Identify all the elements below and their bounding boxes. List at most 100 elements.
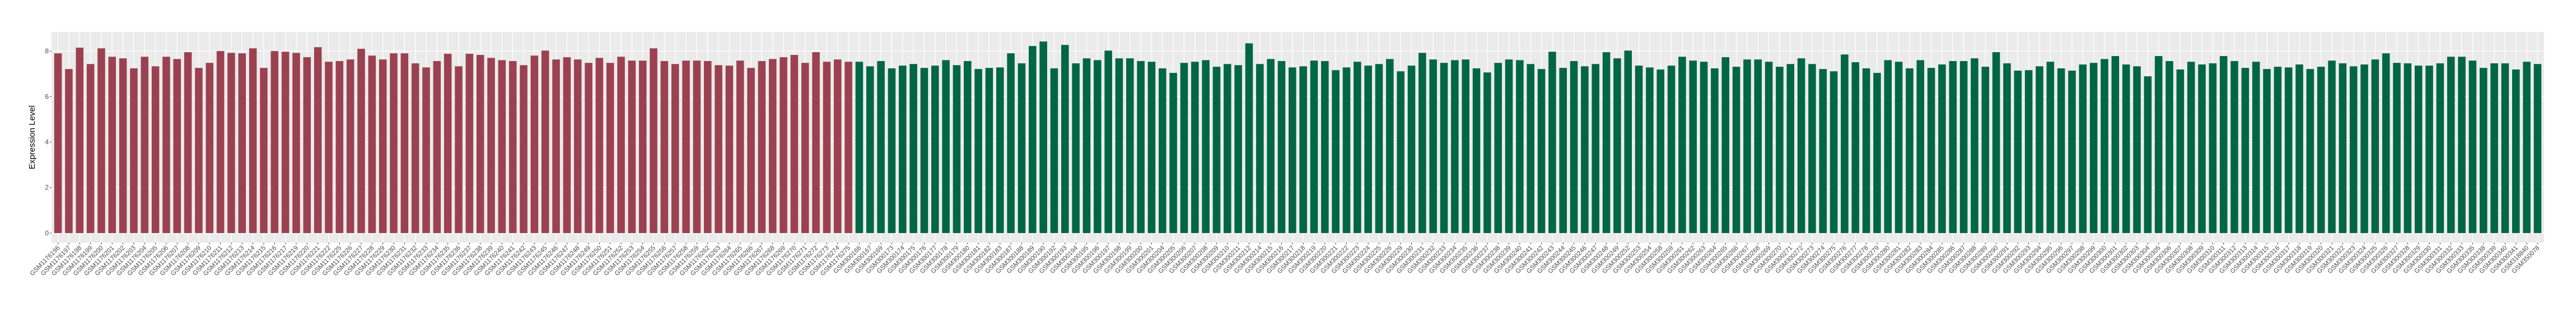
bar-GSM318840 [2523, 62, 2531, 233]
bar-GSM300198 [1115, 58, 1123, 233]
bar-GSM1176210 [206, 63, 214, 233]
bar-GSM300313 [2241, 68, 2250, 233]
bar-GSM300300 [2101, 59, 2108, 233]
bar-GSM1176233 [422, 67, 430, 233]
bar-GSM300327 [2393, 63, 2401, 233]
bar-GSM300226 [1386, 59, 1394, 233]
bar-GSM1176274 [833, 59, 842, 233]
bar-GSM1176220 [303, 57, 311, 233]
bar-GSM300290 [1992, 52, 2000, 233]
bar-GSM300341 [2512, 69, 2520, 233]
bar-GSM300248 [1602, 52, 1611, 233]
bar-GSM300267 [1743, 59, 1751, 233]
bar-GSM1176221 [314, 47, 322, 233]
bar-GSM1176268 [768, 59, 777, 233]
bar-GSM300204 [1159, 68, 1166, 233]
y-tick-label: 4 [45, 138, 49, 146]
bar-GSM300239 [1505, 59, 1513, 233]
bar-GSM1176257 [671, 64, 679, 233]
bar-GSM1176215 [260, 68, 268, 233]
bar-GSM300305 [2154, 56, 2163, 233]
bar-GSM300291 [2003, 63, 2011, 233]
bar-GSM350078 [2533, 64, 2542, 233]
bar-GSM300258 [1656, 69, 1665, 233]
bar-GSM300187 [1007, 53, 1015, 233]
bar-GSM300317 [2284, 67, 2293, 233]
y-tick-label: 6 [45, 92, 49, 100]
bar-GSM300235 [1462, 59, 1469, 233]
bar-GSM300225 [1375, 64, 1383, 233]
bar-GSM1176241 [508, 61, 517, 233]
bar-GSM300286 [1949, 61, 1957, 233]
bar-GSM1176275 [844, 62, 852, 233]
bar-GSM1176239 [487, 58, 495, 233]
bar-GSM300230 [1407, 66, 1416, 233]
bar-GSM300340 [2501, 63, 2509, 233]
bar-GSM300301 [2111, 56, 2120, 233]
bar-GSM300278 [1862, 68, 1870, 233]
bar-GSM300321 [2328, 61, 2336, 233]
bar-GSM300183 [996, 67, 1004, 233]
bar-GSM300279 [1873, 73, 1881, 233]
bar-GSM1176205 [151, 66, 160, 233]
bar-GSM1176212 [227, 53, 235, 233]
bar-GSM300289 [1981, 67, 1990, 233]
bar-GSM1176263 [715, 65, 722, 233]
bar-GSM300266 [1732, 67, 1740, 233]
bar-GSM300249 [1613, 58, 1621, 233]
bar-GSM300294 [2036, 66, 2043, 233]
bar-GSM1176262 [703, 61, 712, 233]
bar-GSM300200 [1137, 61, 1145, 233]
bar-GSM300296 [2057, 68, 2065, 233]
bar-GSM300332 [2447, 57, 2455, 233]
bar-GSM300274 [1819, 69, 1827, 233]
bar-GSM300263 [1700, 62, 1708, 233]
bar-GSM1176228 [368, 55, 376, 233]
bar-GSM300275 [1830, 71, 1838, 233]
bar-GSM1176234 [433, 61, 441, 233]
bar-GSM300179 [953, 65, 961, 233]
bars [54, 41, 2542, 233]
bar-GSM300246 [1581, 66, 1589, 233]
bar-GSM300252 [1624, 50, 1632, 233]
bar-GSM1176242 [520, 65, 528, 233]
bar-GSM1176214 [249, 48, 257, 233]
bar-GSM1176238 [476, 55, 484, 233]
bar-GSM300193 [1061, 45, 1069, 233]
bar-GSM1176236 [455, 66, 463, 233]
bar-GSM300285 [1938, 64, 1946, 233]
bar-GSM1176252 [617, 57, 625, 233]
bar-GSM300234 [1451, 60, 1459, 233]
bar-GSM300214 [1256, 64, 1264, 233]
bar-GSM300241 [1527, 64, 1534, 233]
bar-GSM1176200 [97, 48, 105, 233]
bar-GSM1176254 [638, 61, 647, 233]
bar-GSM300177 [931, 66, 939, 233]
bar-GSM1176202 [119, 58, 127, 233]
bar-GSM300176 [920, 68, 928, 233]
bar-GSM300215 [1267, 59, 1275, 233]
bar-GSM300303 [2133, 66, 2141, 233]
bar-GSM300328 [2404, 63, 2412, 233]
bar-GSM300223 [1354, 62, 1361, 233]
bar-GSM1176249 [585, 63, 592, 233]
bar-GSM300221 [1332, 70, 1340, 233]
bar-GSM300326 [2382, 53, 2390, 233]
bar-GSM1176219 [292, 53, 300, 233]
bar-GSM1176240 [498, 60, 506, 233]
bar-GSM1176255 [650, 48, 657, 233]
bar-GSM300259 [1667, 66, 1676, 233]
bar-GSM300205 [1169, 73, 1177, 233]
bar-GSM1176209 [195, 68, 203, 233]
bar-GSM300201 [1147, 62, 1156, 233]
bar-GSM300265 [1721, 57, 1730, 233]
bar-GSM1176246 [552, 59, 560, 233]
bar-GSM300311 [2219, 56, 2228, 233]
bar-GSM300320 [2317, 67, 2325, 233]
bar-GSM300314 [2252, 62, 2260, 233]
bar-GSM1176271 [801, 63, 809, 233]
bar-GSM300318 [2295, 64, 2303, 233]
bar-GSM300192 [1050, 68, 1058, 233]
bar-GSM300197 [1104, 50, 1112, 233]
bar-GSM300271 [1786, 64, 1795, 233]
